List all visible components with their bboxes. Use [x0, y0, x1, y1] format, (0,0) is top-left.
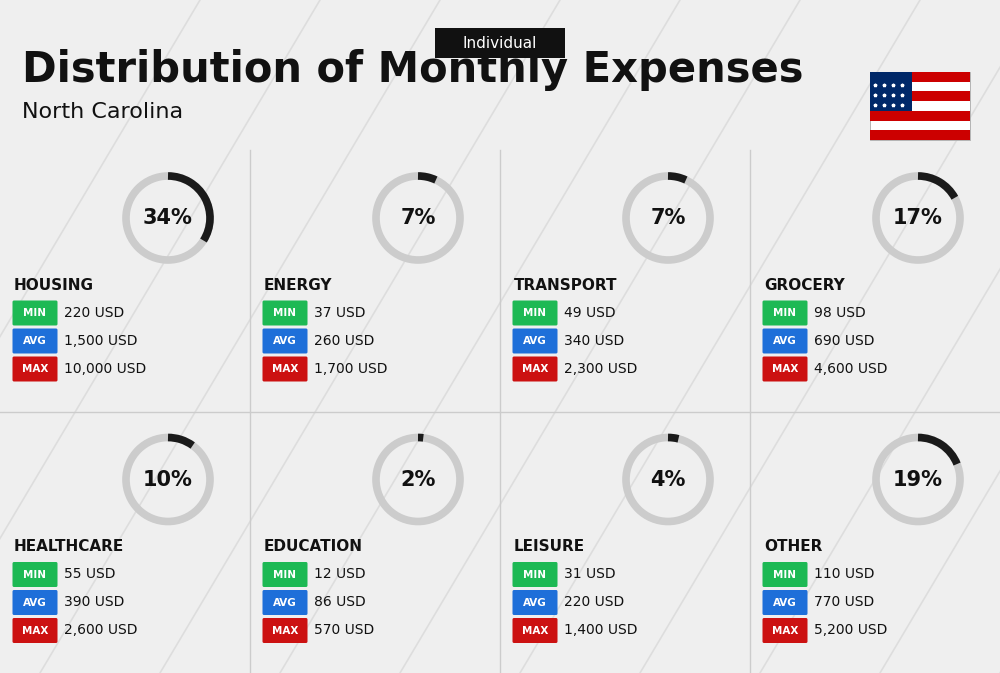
FancyBboxPatch shape: [262, 590, 308, 615]
Text: 340 USD: 340 USD: [564, 334, 624, 348]
Text: MAX: MAX: [272, 364, 298, 374]
Text: 2%: 2%: [400, 470, 436, 489]
Text: OTHER: OTHER: [764, 539, 822, 554]
Text: North Carolina: North Carolina: [22, 102, 183, 122]
FancyBboxPatch shape: [12, 590, 58, 615]
FancyBboxPatch shape: [512, 590, 558, 615]
FancyBboxPatch shape: [262, 328, 308, 353]
FancyBboxPatch shape: [12, 618, 58, 643]
Text: AVG: AVG: [273, 336, 297, 346]
Text: Distribution of Monthly Expenses: Distribution of Monthly Expenses: [22, 49, 804, 91]
Text: MIN: MIN: [274, 308, 296, 318]
Text: 690 USD: 690 USD: [814, 334, 874, 348]
Text: 390 USD: 390 USD: [64, 596, 124, 610]
FancyBboxPatch shape: [262, 618, 308, 643]
Text: 98 USD: 98 USD: [814, 306, 866, 320]
Text: MAX: MAX: [522, 364, 548, 374]
FancyBboxPatch shape: [512, 562, 558, 587]
Text: ENERGY: ENERGY: [264, 277, 332, 293]
Text: 2,600 USD: 2,600 USD: [64, 623, 138, 637]
Text: 55 USD: 55 USD: [64, 567, 116, 581]
FancyBboxPatch shape: [512, 357, 558, 382]
FancyBboxPatch shape: [12, 328, 58, 353]
FancyBboxPatch shape: [512, 618, 558, 643]
Text: 110 USD: 110 USD: [814, 567, 874, 581]
FancyBboxPatch shape: [262, 562, 308, 587]
Text: MAX: MAX: [22, 364, 48, 374]
Text: 220 USD: 220 USD: [564, 596, 624, 610]
Text: MIN: MIN: [524, 569, 546, 579]
Text: GROCERY: GROCERY: [764, 277, 845, 293]
Text: MAX: MAX: [22, 625, 48, 635]
Text: MAX: MAX: [772, 625, 798, 635]
Text: 1,400 USD: 1,400 USD: [564, 623, 638, 637]
Text: HOUSING: HOUSING: [14, 277, 94, 293]
Text: MIN: MIN: [524, 308, 546, 318]
FancyBboxPatch shape: [12, 562, 58, 587]
Text: AVG: AVG: [773, 336, 797, 346]
Text: HEALTHCARE: HEALTHCARE: [14, 539, 124, 554]
Text: AVG: AVG: [523, 598, 547, 608]
FancyBboxPatch shape: [870, 72, 912, 111]
FancyBboxPatch shape: [763, 357, 808, 382]
Text: MAX: MAX: [272, 625, 298, 635]
Text: 7%: 7%: [650, 208, 686, 228]
Text: MIN: MIN: [274, 569, 296, 579]
Text: MIN: MIN: [774, 308, 796, 318]
FancyBboxPatch shape: [262, 301, 308, 326]
Text: 4,600 USD: 4,600 USD: [814, 362, 888, 376]
Text: MIN: MIN: [774, 569, 796, 579]
Text: 220 USD: 220 USD: [64, 306, 124, 320]
Text: 31 USD: 31 USD: [564, 567, 616, 581]
FancyBboxPatch shape: [763, 590, 808, 615]
FancyBboxPatch shape: [870, 131, 970, 140]
Text: MAX: MAX: [522, 625, 548, 635]
Text: 7%: 7%: [400, 208, 436, 228]
Text: 5,200 USD: 5,200 USD: [814, 623, 887, 637]
Text: 2,300 USD: 2,300 USD: [564, 362, 637, 376]
Text: 49 USD: 49 USD: [564, 306, 616, 320]
Text: 17%: 17%: [893, 208, 943, 228]
Text: MIN: MIN: [24, 569, 46, 579]
Text: 10,000 USD: 10,000 USD: [64, 362, 146, 376]
FancyBboxPatch shape: [870, 111, 970, 120]
FancyBboxPatch shape: [763, 328, 808, 353]
FancyBboxPatch shape: [12, 301, 58, 326]
Text: 1,700 USD: 1,700 USD: [314, 362, 388, 376]
FancyBboxPatch shape: [763, 618, 808, 643]
Text: MAX: MAX: [772, 364, 798, 374]
Text: 86 USD: 86 USD: [314, 596, 366, 610]
Text: EDUCATION: EDUCATION: [264, 539, 363, 554]
Text: AVG: AVG: [23, 598, 47, 608]
Text: 770 USD: 770 USD: [814, 596, 874, 610]
Text: AVG: AVG: [773, 598, 797, 608]
FancyBboxPatch shape: [870, 72, 970, 140]
Text: 12 USD: 12 USD: [314, 567, 366, 581]
Text: MIN: MIN: [24, 308, 46, 318]
Text: 34%: 34%: [143, 208, 193, 228]
Text: 37 USD: 37 USD: [314, 306, 366, 320]
FancyBboxPatch shape: [262, 357, 308, 382]
FancyBboxPatch shape: [512, 328, 558, 353]
FancyBboxPatch shape: [763, 301, 808, 326]
FancyBboxPatch shape: [763, 562, 808, 587]
Text: 1,500 USD: 1,500 USD: [64, 334, 138, 348]
FancyBboxPatch shape: [870, 92, 970, 101]
Text: 570 USD: 570 USD: [314, 623, 374, 637]
Text: TRANSPORT: TRANSPORT: [514, 277, 618, 293]
Text: Individual: Individual: [463, 36, 537, 50]
Text: LEISURE: LEISURE: [514, 539, 585, 554]
Text: 10%: 10%: [143, 470, 193, 489]
Text: AVG: AVG: [273, 598, 297, 608]
FancyBboxPatch shape: [512, 301, 558, 326]
Text: AVG: AVG: [523, 336, 547, 346]
FancyBboxPatch shape: [870, 72, 970, 81]
FancyBboxPatch shape: [435, 28, 565, 58]
Text: 4%: 4%: [650, 470, 686, 489]
Text: 260 USD: 260 USD: [314, 334, 374, 348]
Text: 19%: 19%: [893, 470, 943, 489]
FancyBboxPatch shape: [12, 357, 58, 382]
Text: AVG: AVG: [23, 336, 47, 346]
